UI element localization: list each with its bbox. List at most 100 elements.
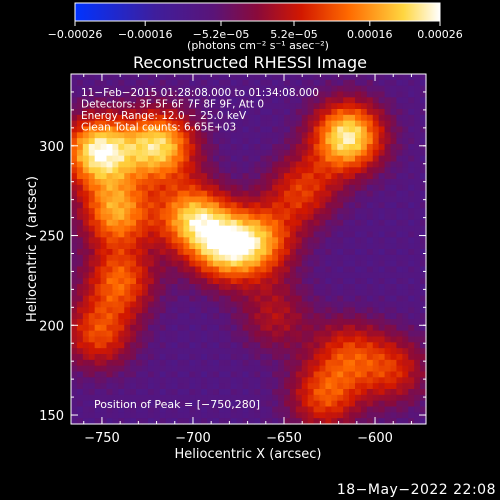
heatmap-cell [82,214,90,221]
heatmap-cell [295,295,303,303]
heatmap-cell [159,190,167,198]
heatmap-cell [266,359,273,367]
heatmap-cell [100,371,108,378]
heatmap-cell [213,272,220,279]
heatmap-cell [100,383,108,390]
heatmap-cell [384,295,392,303]
heatmap-cell [343,400,350,408]
heatmap-cell [343,348,350,355]
heatmap-cell [366,138,374,145]
heatmap-cell [236,243,244,250]
heatmap-cell [94,167,102,174]
heatmap-cell [165,167,173,174]
heatmap-cell [390,138,398,145]
heatmap-cell [355,330,362,338]
heatmap-cell [230,173,238,180]
heatmap-cell [396,231,403,238]
heatmap-cell [254,418,261,425]
heatmap-cell [378,400,386,408]
heatmap-cell [289,97,297,104]
heatmap-cell [195,260,202,268]
heatmap-cell [360,254,368,262]
heatmap-cell [278,307,285,314]
heatmap-cell [124,167,131,174]
heatmap-cell [183,301,190,308]
heatmap-cell [213,161,220,168]
heatmap-cell [337,114,344,122]
heatmap-cell [147,161,155,168]
heatmap-cell [396,354,403,361]
heatmap-cell [343,173,350,180]
heatmap-cell [301,295,309,303]
heatmap-cell [301,313,309,320]
heatmap-cell [224,377,232,384]
heatmap-cell [307,149,315,157]
heatmap-cell [301,319,309,326]
colorbar-tick-label: 0.00026 [417,28,463,41]
heatmap-cell [124,284,131,291]
heatmap-cell [378,114,386,122]
heatmap-cell [372,138,380,145]
heatmap-cell [177,120,185,128]
heatmap-cell [414,254,421,262]
heatmap-cell [390,190,398,198]
heatmap-cell [337,109,344,116]
heatmap-cell [284,219,291,227]
heatmap-cell [100,231,108,238]
heatmap-cell [213,330,220,338]
heatmap-cell [153,383,161,390]
heatmap-cell [343,371,350,378]
heatmap-cell [414,97,421,104]
heatmap-cell [366,348,374,355]
heatmap-cell [153,324,161,332]
heatmap-cell [260,301,267,308]
heatmap-cell [230,208,238,215]
heatmap-cell [118,406,125,413]
heatmap-cell [165,196,173,203]
heatmap-cell [343,144,350,151]
heatmap-cell [82,295,90,303]
heatmap-cell [331,354,338,361]
heatmap-cell [165,278,173,285]
heatmap-cell [420,120,427,128]
heatmap-cell [343,126,350,133]
heatmap-cell [224,266,232,273]
heatmap-cell [420,383,427,390]
heatmap-cell [218,155,226,163]
heatmap-cell [230,190,238,198]
heatmap-cell [337,103,344,110]
heatmap-cell [307,307,315,314]
heatmap-cell [136,179,143,186]
heatmap-cell [207,243,214,250]
colorbar-tick-label: −0.00016 [118,28,173,41]
heatmap-cell [272,97,279,104]
heatmap-cell [366,208,374,215]
heatmap-cell [100,202,108,209]
heatmap-cell [378,383,386,390]
heatmap-cell [195,406,202,413]
heatmap-cell [147,231,155,238]
heatmap-cell [307,348,315,355]
heatmap-cell [71,278,78,285]
heatmap-cell [171,243,179,250]
heatmap-cell [337,319,344,326]
heatmap-cell [224,289,232,297]
heatmap-cell [112,132,119,139]
heatmap-cell [195,254,202,262]
heatmap-cell [349,74,356,81]
heatmap-cell [414,377,421,384]
heatmap-cell [384,272,392,279]
colorbar-ticks [74,21,441,26]
heatmap-cell [118,301,125,308]
chart-title: Reconstructed RHESSI Image [133,53,367,72]
heatmap-cell [242,354,250,361]
heatmap-cell [402,289,409,297]
heatmap-cell [100,214,108,221]
heatmap-cell [201,161,208,168]
heatmap-cell [183,114,190,122]
heatmap-cell [289,313,297,320]
heatmap-cell [159,289,167,297]
heatmap-cell [171,301,179,308]
heatmap-cell [284,324,291,332]
heatmap-cell [177,307,185,314]
